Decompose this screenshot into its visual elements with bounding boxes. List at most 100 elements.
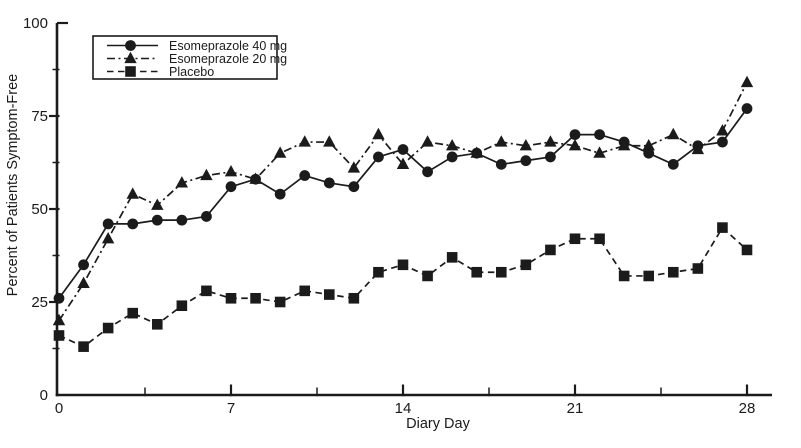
data-point-esomeprazole-40-mg	[741, 103, 753, 114]
x-tick-label: 7	[227, 400, 235, 417]
x-axis-title: Diary Day	[406, 416, 470, 432]
data-point-placebo	[274, 296, 286, 308]
data-point-esomeprazole-20-mg	[519, 138, 533, 151]
series-line-esomeprazole-20-mg	[58, 82, 748, 322]
data-point-esomeprazole-40-mg	[201, 211, 212, 222]
data-point-esomeprazole-40-mg	[422, 166, 433, 178]
data-point-esomeprazole-40-mg	[348, 181, 360, 193]
data-point-placebo	[446, 252, 458, 263]
data-point-esomeprazole-20-mg	[667, 127, 680, 140]
data-point-placebo	[323, 289, 335, 300]
data-point-esomeprazole-20-mg	[691, 142, 705, 155]
data-point-placebo	[299, 285, 311, 297]
data-point-placebo	[348, 292, 360, 304]
data-point-placebo	[78, 341, 89, 352]
data-point-esomeprazole-40-mg	[323, 177, 335, 189]
data-point-placebo	[569, 233, 581, 245]
data-point-placebo	[373, 266, 384, 278]
data-point-esomeprazole-20-mg	[298, 135, 311, 147]
data-point-esomeprazole-20-mg	[200, 168, 213, 181]
data-point-esomeprazole-20-mg	[544, 135, 557, 147]
data-point-placebo	[225, 292, 237, 304]
data-point-placebo	[422, 270, 433, 282]
data-point-esomeprazole-20-mg	[470, 146, 483, 158]
legend-label: Placebo	[169, 65, 214, 79]
data-point-placebo	[594, 233, 605, 245]
legend-circle-marker	[125, 40, 136, 51]
data-point-placebo	[495, 266, 507, 278]
data-point-esomeprazole-40-mg	[127, 218, 139, 230]
data-point-esomeprazole-40-mg	[594, 129, 605, 141]
data-point-esomeprazole-40-mg	[274, 188, 286, 200]
data-point-esomeprazole-20-mg	[642, 138, 655, 151]
data-point-placebo	[151, 319, 163, 330]
data-point-esomeprazole-40-mg	[667, 158, 679, 170]
data-point-esomeprazole-40-mg	[225, 181, 237, 193]
data-point-esomeprazole-40-mg	[569, 129, 581, 141]
y-tick-label: 75	[31, 108, 48, 125]
data-series	[52, 75, 754, 352]
y-tick-label: 50	[31, 201, 48, 218]
x-axis-ticks: 0 7 14 21 28	[55, 384, 756, 417]
data-point-esomeprazole-20-mg	[347, 161, 361, 173]
series-esomeprazole-40-mg	[53, 103, 753, 304]
data-point-esomeprazole-40-mg	[53, 292, 65, 304]
data-point-esomeprazole-40-mg	[176, 214, 188, 226]
legend-triangle-marker	[124, 51, 137, 64]
data-point-placebo	[643, 270, 655, 282]
data-point-placebo	[471, 266, 483, 278]
data-point-esomeprazole-40-mg	[643, 147, 655, 159]
data-point-esomeprazole-20-mg	[421, 135, 434, 147]
data-point-esomeprazole-40-mg	[373, 151, 384, 163]
data-point-placebo	[667, 266, 679, 278]
data-point-esomeprazole-20-mg	[593, 146, 606, 158]
data-point-placebo	[397, 259, 409, 271]
data-point-esomeprazole-20-mg	[77, 276, 90, 288]
data-point-esomeprazole-20-mg	[249, 172, 262, 184]
data-point-placebo	[618, 270, 630, 282]
y-tick-label: 0	[40, 387, 48, 404]
data-point-esomeprazole-20-mg	[568, 138, 582, 151]
data-point-placebo	[102, 322, 114, 334]
y-tick-label: 100	[23, 15, 48, 32]
data-point-esomeprazole-20-mg	[495, 135, 508, 147]
data-point-esomeprazole-40-mg	[520, 155, 532, 167]
data-point-esomeprazole-40-mg	[717, 136, 728, 148]
data-point-placebo	[201, 285, 212, 297]
legend-label: Esomeprazole 20 mg	[169, 52, 287, 66]
y-tick-label: 25	[31, 294, 48, 311]
data-point-placebo	[692, 263, 704, 274]
data-point-esomeprazole-40-mg	[495, 158, 507, 170]
data-point-esomeprazole-20-mg	[175, 176, 189, 188]
legend-item-esomeprazole-20-mg: Esomeprazole 20 mg	[107, 51, 287, 66]
x-tick-label: 28	[739, 400, 756, 417]
data-point-placebo	[250, 292, 261, 304]
data-point-esomeprazole-40-mg	[397, 144, 409, 155]
data-point-esomeprazole-40-mg	[78, 259, 89, 271]
data-point-esomeprazole-20-mg	[323, 135, 336, 147]
data-point-placebo	[741, 244, 753, 256]
data-point-esomeprazole-20-mg	[151, 198, 164, 210]
data-point-esomeprazole-20-mg	[740, 75, 754, 88]
series-esomeprazole-20-mg	[52, 75, 754, 326]
x-tick-label: 21	[567, 400, 584, 417]
legend-item-placebo: Placebo	[107, 65, 214, 79]
data-point-esomeprazole-40-mg	[446, 151, 458, 163]
data-point-esomeprazole-20-mg	[445, 138, 459, 151]
data-point-placebo	[717, 222, 728, 233]
data-point-esomeprazole-40-mg	[545, 151, 556, 163]
x-tick-label: 14	[395, 400, 412, 417]
x-tick-label: 0	[55, 400, 63, 417]
data-point-esomeprazole-20-mg	[716, 124, 729, 136]
legend-square-marker	[125, 66, 136, 77]
data-point-esomeprazole-20-mg	[224, 165, 238, 177]
legend-item-esomeprazole-40-mg: Esomeprazole 40 mg	[107, 39, 287, 53]
legend-label: Esomeprazole 40 mg	[169, 39, 287, 53]
data-point-esomeprazole-20-mg	[396, 157, 410, 169]
data-point-placebo	[545, 244, 556, 256]
series-placebo	[53, 222, 753, 352]
data-point-esomeprazole-40-mg	[102, 218, 114, 230]
data-point-esomeprazole-20-mg	[101, 231, 115, 244]
